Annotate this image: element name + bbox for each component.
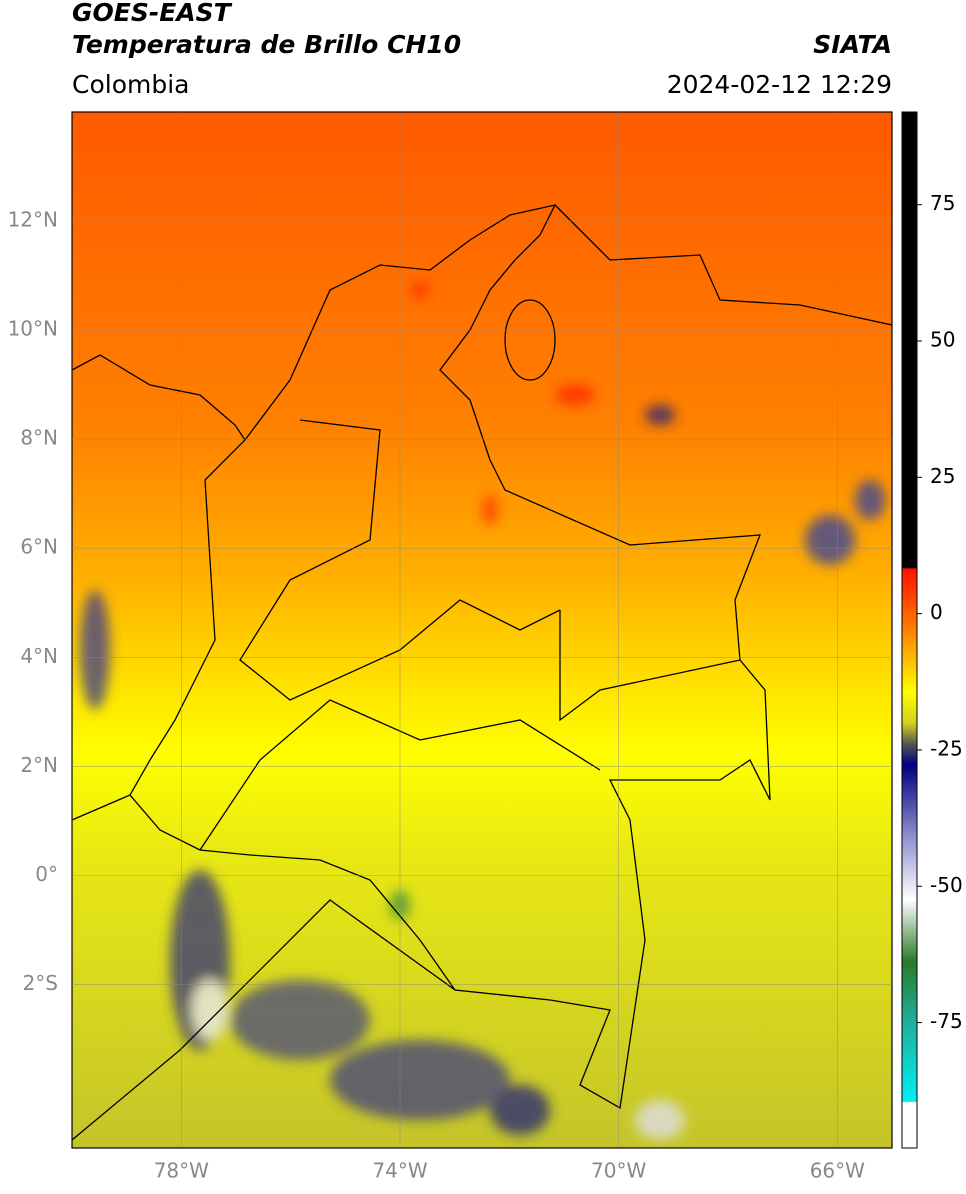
lon-label: 70°W	[591, 1159, 646, 1183]
subtitle: Temperatura de Brillo CH10	[72, 30, 461, 59]
lat-label: 2°N	[20, 753, 58, 777]
colorbar-label: 0	[930, 600, 943, 624]
lat-label: 6°N	[20, 535, 58, 559]
colorbar-label: 50	[930, 328, 955, 352]
source: SIATA	[813, 30, 892, 59]
map-image	[72, 112, 892, 1148]
colorbar-label: 75	[930, 191, 955, 215]
colorbar-label: 25	[930, 464, 955, 488]
colorbar-label: -75	[930, 1009, 963, 1033]
lat-label: 8°N	[20, 426, 58, 450]
region: Colombia	[72, 70, 189, 99]
lat-label: 12°N	[8, 208, 58, 232]
colorbar	[901, 111, 918, 1149]
lon-label: 78°W	[154, 1159, 209, 1183]
lat-label: 4°N	[20, 644, 58, 668]
map-frame	[71, 111, 893, 1149]
datetime: 2024-02-12 12:29	[667, 70, 892, 99]
colorbar-label: -25	[930, 736, 963, 760]
lat-label: 2°S	[23, 971, 58, 995]
lat-label: 10°N	[8, 317, 58, 341]
lon-label: 66°W	[810, 1159, 865, 1183]
lon-label: 74°W	[372, 1159, 427, 1183]
title: GOES-EAST	[72, 0, 233, 27]
colorbar-label: -50	[930, 873, 963, 897]
lat-label: 0°	[35, 862, 58, 886]
